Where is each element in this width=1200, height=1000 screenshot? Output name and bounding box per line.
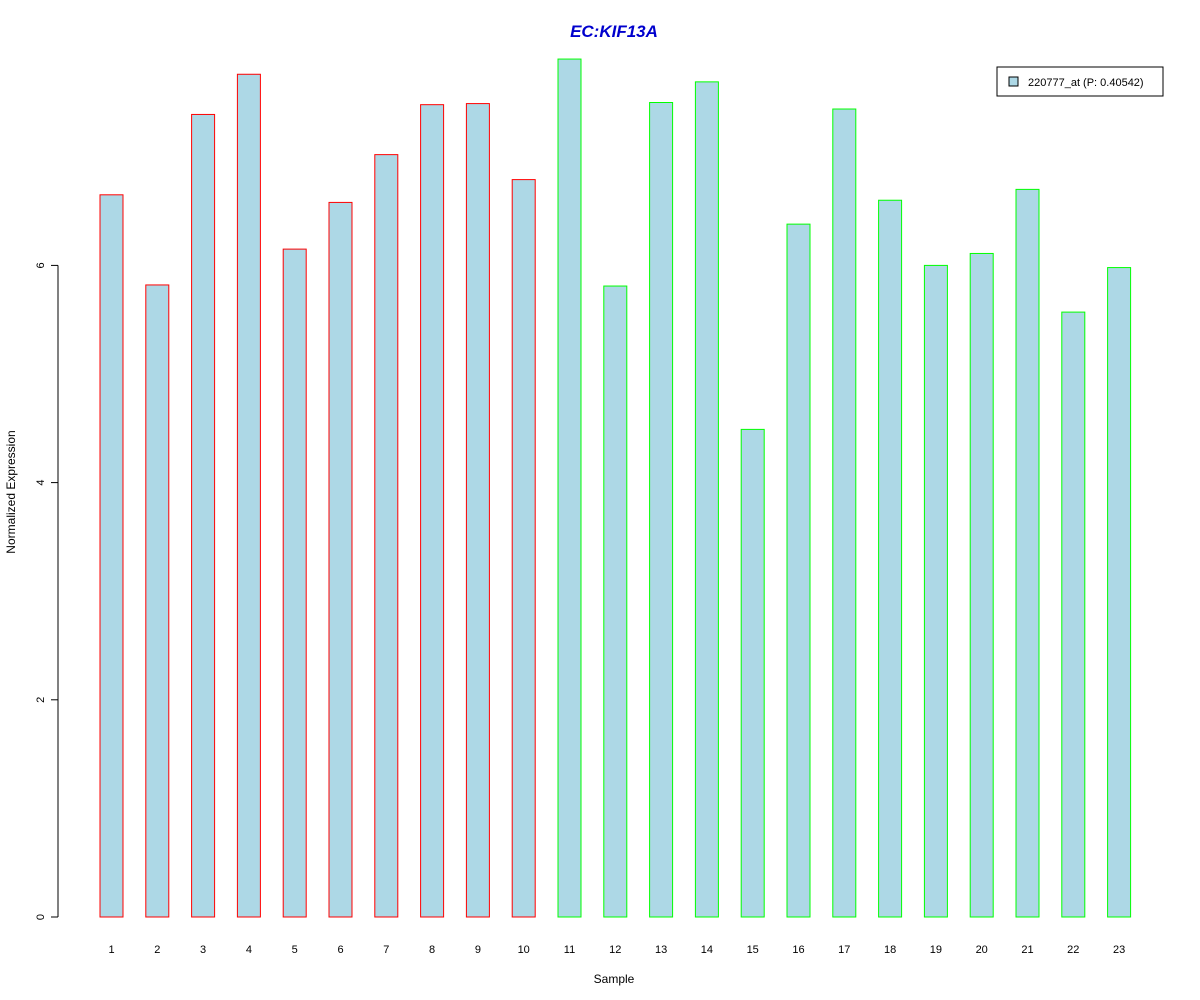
bar-sample-10: [511, 179, 536, 918]
y-axis-label: Normalized Expression: [4, 430, 18, 553]
y-tick-label: 2: [35, 697, 47, 703]
bar-sample-14: [694, 81, 719, 918]
bar-sample-20: [969, 252, 994, 918]
bar-sample-1: [99, 194, 124, 918]
bar-sample-3: [191, 113, 216, 918]
bar-sample-17: [832, 108, 857, 918]
bar-sample-7: [374, 154, 399, 918]
x-tick-label: 12: [609, 944, 621, 956]
bar-sample-13: [649, 102, 674, 918]
x-tick-label: 1: [108, 944, 114, 956]
bar-sample-2: [145, 284, 170, 918]
bar-sample-19: [923, 264, 948, 918]
bar-sample-8: [420, 104, 445, 918]
legend-label: 220777_at (P: 0.40542): [1028, 77, 1144, 89]
x-axis-label: Sample: [594, 972, 635, 986]
bars: [99, 58, 1132, 918]
x-tick-label: 19: [930, 944, 942, 956]
x-tick-label: 17: [838, 944, 850, 956]
bar-sample-11: [557, 58, 582, 918]
x-tick-label: 7: [383, 944, 389, 956]
x-axis-tick-labels: 1 2 3 4 5 6 7 8 9 10 11 12 13 14 15 16 17 18 19 20 21 22 23: [108, 944, 1125, 956]
bar-sample-16: [786, 223, 811, 918]
bar-sample-4: [236, 73, 261, 918]
legend-swatch: [1008, 76, 1019, 87]
x-tick-label: 3: [200, 944, 206, 956]
x-tick-label: 5: [292, 944, 298, 956]
bar-sample-18: [878, 199, 903, 918]
bar-sample-15: [740, 428, 765, 918]
x-tick-label: 16: [792, 944, 804, 956]
x-tick-label: 11: [564, 944, 575, 956]
x-tick-label: 14: [701, 944, 713, 956]
y-tick-label: 4: [35, 480, 47, 486]
y-tick-label: 0: [35, 914, 47, 920]
x-tick-label: 10: [518, 944, 530, 956]
bar-sample-6: [328, 201, 353, 918]
bar-sample-23: [1107, 267, 1132, 918]
x-tick-label: 18: [884, 944, 896, 956]
x-tick-label: 8: [429, 944, 435, 956]
chart-title: EC:KIF13A: [570, 22, 658, 41]
x-tick-label: 23: [1113, 944, 1125, 956]
x-tick-label: 13: [655, 944, 667, 956]
x-tick-label: 4: [246, 944, 252, 956]
legend: 220777_at (P: 0.40542): [996, 66, 1164, 97]
x-tick-label: 9: [475, 944, 481, 956]
bar-sample-12: [603, 285, 628, 918]
x-tick-label: 20: [976, 944, 988, 956]
x-tick-label: 6: [337, 944, 343, 956]
bar-sample-21: [1015, 188, 1040, 918]
y-tick-label: 6: [35, 262, 47, 268]
x-tick-label: 15: [747, 944, 759, 956]
bar-sample-5: [282, 248, 307, 918]
bar-sample-22: [1061, 311, 1086, 918]
y-axis: 0 2 4 6: [35, 262, 59, 920]
bar-sample-9: [465, 103, 490, 918]
x-tick-label: 22: [1067, 944, 1079, 956]
x-tick-label: 2: [154, 944, 160, 956]
legend-box: [996, 66, 1164, 97]
x-tick-label: 21: [1021, 944, 1033, 956]
